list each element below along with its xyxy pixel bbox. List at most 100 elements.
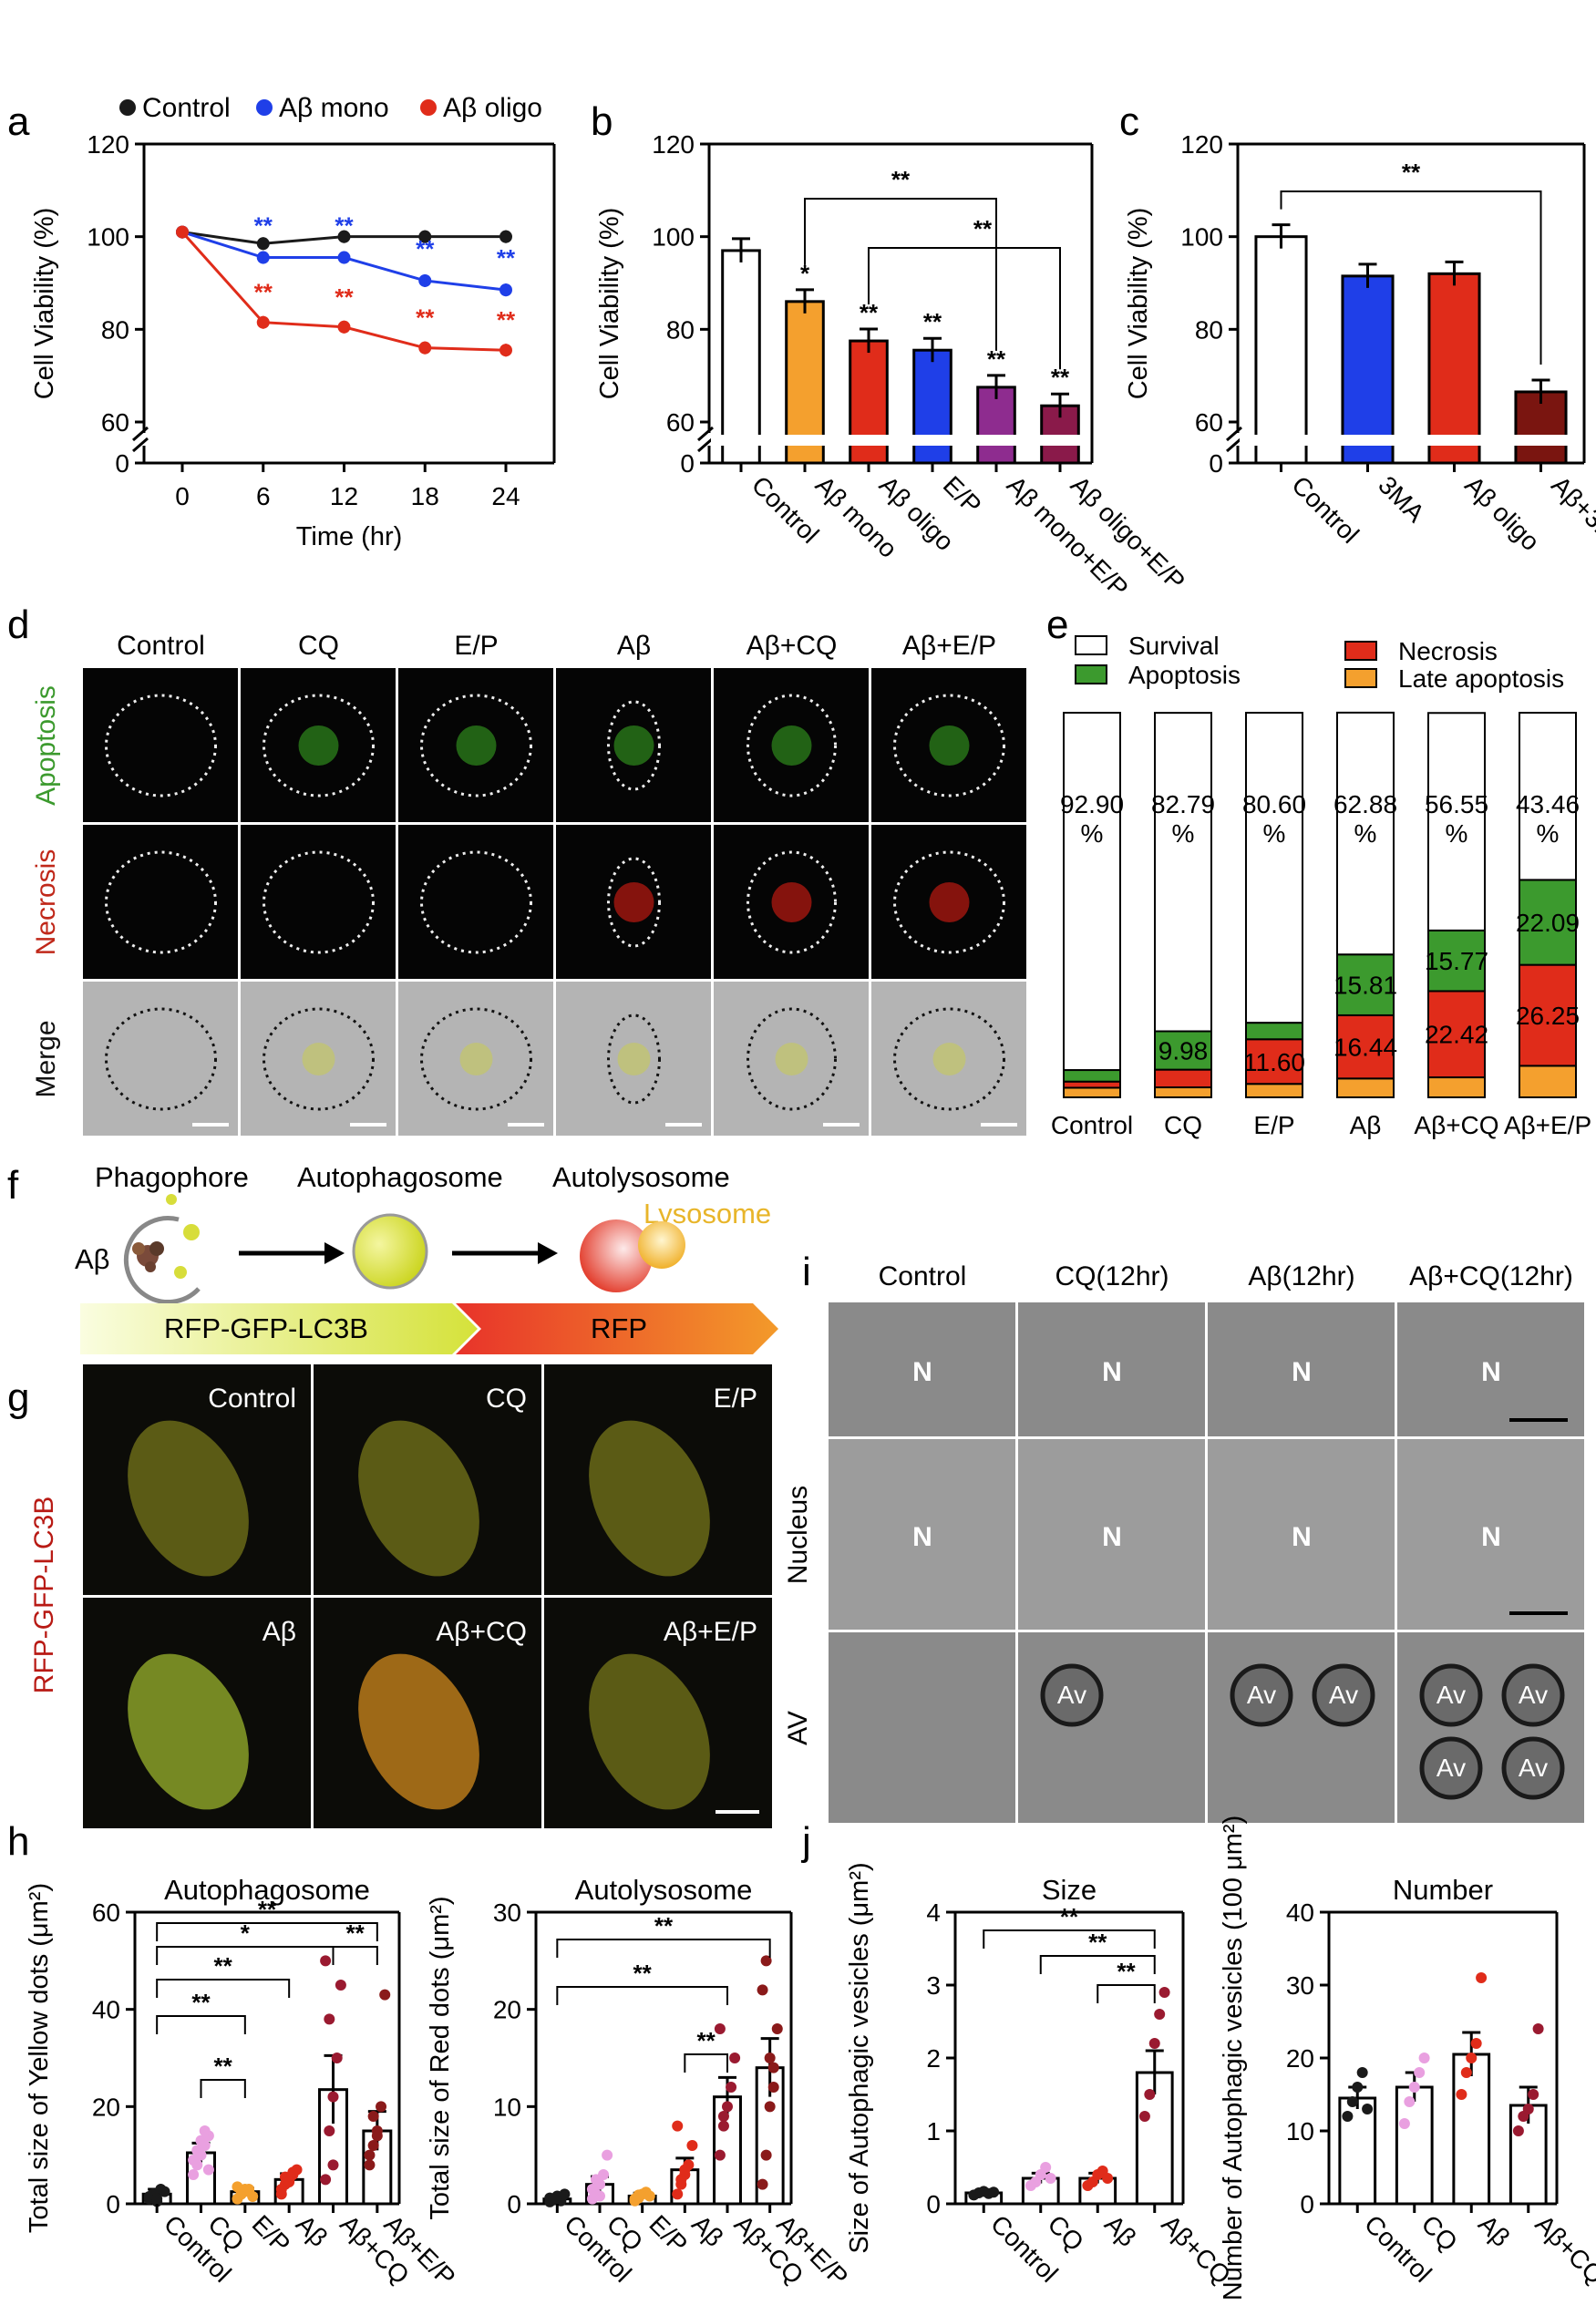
panel-g-micrographs: RFP-GFP-LC3B Control CQ E/P Aβ Aβ+CQ Aβ+E/P <box>29 1364 772 1828</box>
stacked-segment <box>1519 963 1577 1067</box>
survival-value: 92.90 <box>1060 790 1124 818</box>
significance-mark: ** <box>497 244 516 272</box>
cell-outline <box>420 694 532 797</box>
bracket-label: ** <box>1088 1929 1107 1956</box>
data-point <box>1404 2096 1416 2107</box>
banner-rfp-label: RFP <box>591 1312 647 1344</box>
data-point <box>1414 2067 1426 2078</box>
x-tick-label: Aβ <box>1473 2209 1516 2252</box>
tem-tile <box>1018 1439 1205 1630</box>
chart-title: Size <box>1042 1874 1097 1906</box>
significance-mark: ** <box>860 299 879 326</box>
data-point <box>771 2023 783 2034</box>
condition-label: Control <box>208 1384 296 1414</box>
nucleus-mark: N <box>1481 1357 1501 1387</box>
apoptosis-value: 15.81 <box>1333 972 1397 1000</box>
x-tick-label: E/P <box>938 470 987 520</box>
data-point <box>1476 1972 1488 1983</box>
significance-mark: ** <box>416 235 435 262</box>
data-point <box>243 2184 255 2195</box>
data-point <box>379 1989 391 2001</box>
bracket-label: ** <box>1117 1958 1136 1985</box>
data-point <box>1418 2053 1430 2063</box>
stacked-segment <box>1245 1083 1303 1098</box>
tem-tile <box>1018 1632 1205 1823</box>
significance-bracket <box>556 1986 728 2005</box>
significance-mark: ** <box>923 308 942 335</box>
panel-i-tem: Control CQ(12hr) Aβ(12hr) Aβ+CQ(12hr) N N N N Nu… <box>783 1261 1584 1823</box>
significance-mark: ** <box>987 345 1006 373</box>
phagophore-membrane-icon <box>123 1216 201 1305</box>
data-point <box>1352 2082 1364 2093</box>
data-point <box>1356 2067 1368 2078</box>
y-tick-label: 40 <box>92 1996 120 2024</box>
condition-label: CQ <box>486 1384 527 1414</box>
nucleus-mark: N <box>912 1357 932 1387</box>
bracket-label: ** <box>214 1952 233 1980</box>
bracket-label: ** <box>973 215 993 242</box>
cell-body <box>128 1420 249 1577</box>
survival-value: 56.55 <box>1425 790 1488 818</box>
cell-body <box>128 1653 249 1810</box>
stacked-segment <box>1336 1077 1395 1099</box>
stacked-segment <box>1063 1080 1121 1089</box>
data-point <box>275 2184 287 2195</box>
y-tick-label: 60 <box>101 408 129 437</box>
stage-autolysosome: Autolysosome <box>552 1161 730 1193</box>
bracket-label: ** <box>1402 159 1421 186</box>
data-point <box>335 1980 346 1991</box>
stacked-segment <box>1154 1086 1212 1098</box>
data-point <box>320 1955 332 1967</box>
stacked-segment <box>1519 1065 1577 1098</box>
column-label: Control <box>117 631 205 661</box>
stacked-segment <box>1427 1076 1486 1099</box>
y-tick-label: 30 <box>493 1898 521 1927</box>
bar <box>1452 2053 1491 2206</box>
data-point <box>1362 2104 1374 2114</box>
data-point <box>1532 2023 1544 2034</box>
cell-outline <box>893 850 1005 954</box>
x-tick-label: E/P <box>1253 1111 1294 1139</box>
y-tick-label: 100 <box>652 223 695 252</box>
panel-label-f: f <box>7 1163 19 1208</box>
av-mark: Av <box>1057 1681 1086 1709</box>
bracket-label: ** <box>214 2053 233 2080</box>
tem-tile <box>829 1439 1015 1630</box>
data-point <box>364 2159 376 2171</box>
panel-label-c: c <box>1119 99 1139 144</box>
cell-outline <box>607 1013 661 1105</box>
significance-mark: ** <box>1051 364 1070 391</box>
legend-label: Necrosis <box>1398 637 1498 665</box>
cell-outline <box>607 857 661 948</box>
legend-label: Control <box>142 93 231 123</box>
row-label: Nucleus <box>783 1486 813 1584</box>
arrowhead-icon <box>538 1242 558 1264</box>
apoptosis-signal <box>771 725 812 766</box>
necrosis-signal <box>613 882 654 922</box>
data-point <box>757 1984 768 1996</box>
significance-bracket <box>156 1979 291 1998</box>
chart-title: Autolysosome <box>575 1874 753 1906</box>
significance-bracket <box>1097 1984 1156 2003</box>
cell-outline <box>105 1007 217 1111</box>
axis-break-mark <box>132 426 149 442</box>
data-point <box>1148 2038 1160 2049</box>
data-point <box>324 2013 335 2025</box>
av-mark: Av <box>1247 1681 1276 1709</box>
data-point <box>202 2164 214 2176</box>
data-point <box>199 2125 211 2136</box>
bar <box>912 348 952 465</box>
merge-signal <box>617 1043 651 1075</box>
autophagosome-icon <box>352 1213 428 1290</box>
cell-outline <box>893 1007 1005 1111</box>
data-point <box>1040 2162 1052 2173</box>
autophagic-vesicle <box>1501 1663 1565 1727</box>
tem-tile <box>1208 1439 1395 1630</box>
x-tick-label: 3MA <box>1373 470 1430 528</box>
av-mark: Av <box>1519 1754 1548 1782</box>
data-point <box>548 2194 560 2206</box>
apoptosis-signal <box>929 725 970 766</box>
vesicle-dot-icon <box>166 1194 177 1205</box>
significance-bracket <box>804 198 997 351</box>
